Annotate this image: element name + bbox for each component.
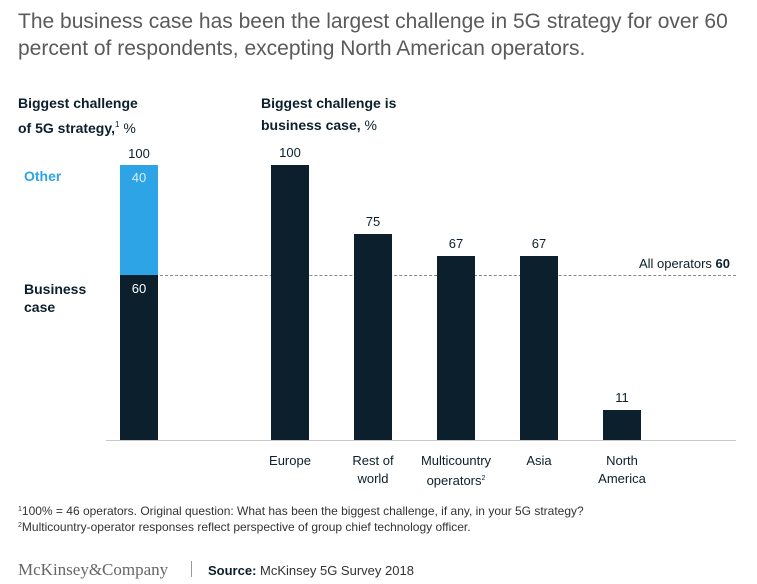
category-label-4: North America xyxy=(572,452,672,488)
bar-value-label-1: 75 xyxy=(365,213,381,229)
mckinsey-logo: McKinsey&Company xyxy=(18,560,169,579)
source-note: Source: McKinsey 5G Survey 2018 xyxy=(208,563,414,578)
category-label-3: Asia xyxy=(489,452,589,470)
other-value-label: 40 xyxy=(131,170,147,185)
category-label-line1: Europe xyxy=(269,453,311,468)
bar-value-label-3: 67 xyxy=(531,235,547,251)
left-header-line2: of 5G strategy,1 % xyxy=(18,120,136,136)
category-label-0: Europe xyxy=(240,452,340,470)
category-footnote-marker: 2 xyxy=(481,475,486,482)
category-label-line1: Asia xyxy=(526,453,552,468)
bar-4 xyxy=(603,409,641,440)
category-label-line1: Rest of xyxy=(352,453,394,468)
category-label-line2: operators2 xyxy=(426,473,486,488)
category-label-line1: North xyxy=(606,453,638,468)
stacked-bar-business-case xyxy=(120,275,158,440)
business-case-segment-label: Business case xyxy=(24,281,87,315)
bar-value-label-4: 11 xyxy=(615,389,629,405)
category-label-line1: Multicountry xyxy=(420,453,492,468)
footer-divider xyxy=(191,561,192,577)
bar-1 xyxy=(354,233,392,440)
business-case-value-label: 60 xyxy=(131,281,147,296)
right-header-line1: Biggest challenge is xyxy=(261,95,397,111)
right-panel-header: Biggest challenge is business case, % xyxy=(261,92,396,136)
stacked-total-label: 100 xyxy=(128,146,150,161)
left-header-line1: Biggest challenge xyxy=(18,95,138,111)
footnote-2: 2Multicountry-operator responses reflect… xyxy=(18,520,471,534)
bar-0 xyxy=(271,165,309,440)
right-header-line2: business case, % xyxy=(261,117,377,133)
footnote-1: 1100% = 46 operators. Original question:… xyxy=(18,504,584,518)
category-label-line2: world xyxy=(357,471,389,486)
category-label-line2: America xyxy=(598,471,646,486)
category-label-1: Rest of world xyxy=(323,452,423,488)
bar-value-label-2: 67 xyxy=(448,235,464,251)
bar-2 xyxy=(437,255,475,440)
x-axis-baseline xyxy=(106,440,736,441)
bar-value-label-0: 100 xyxy=(279,145,301,160)
reference-label-value: 60 xyxy=(715,256,730,271)
other-segment-label: Other xyxy=(24,168,62,184)
reference-line-label: All operators 60 xyxy=(560,256,730,271)
left-panel-header: Biggest challenge of 5G strategy,1 % xyxy=(18,92,138,139)
stacked-bar-other xyxy=(120,165,158,275)
reference-label-text: All operators xyxy=(638,256,716,271)
category-label-2: Multicountry operators2 xyxy=(406,452,506,490)
chart-title: The business case has been the largest c… xyxy=(18,10,728,60)
bar-3 xyxy=(520,255,558,440)
